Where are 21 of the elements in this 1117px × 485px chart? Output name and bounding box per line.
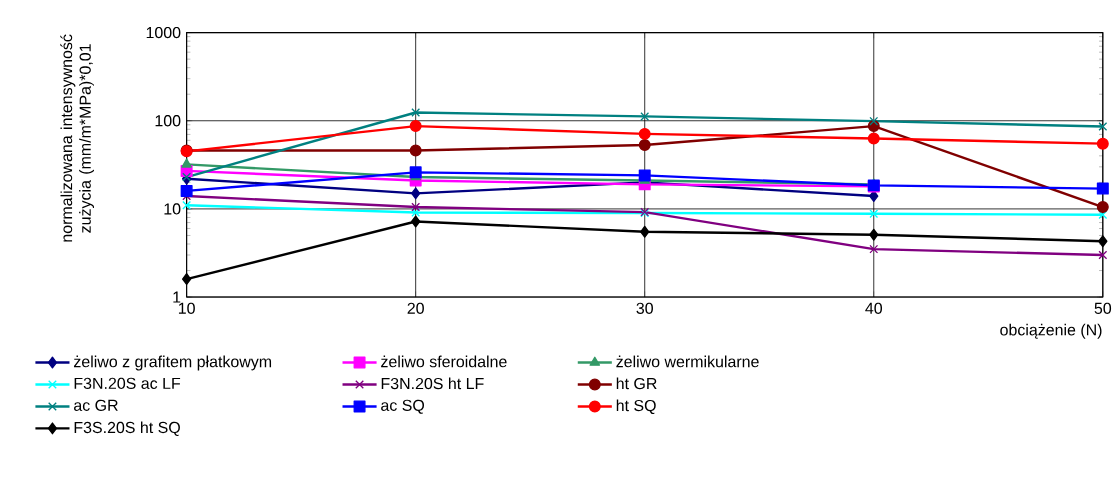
legend-label: ac SQ: [381, 399, 425, 414]
x-tick-label: 40: [865, 302, 883, 315]
x-axis-title: obciążenie (N): [1000, 323, 1102, 339]
legend-label: żeliwo z grafitem płatkowym: [74, 355, 272, 371]
x-tick-label: 20: [407, 302, 424, 315]
legend-label: żeliwo wermikularne: [616, 355, 759, 368]
y-tick-label: 1: [173, 291, 181, 303]
x-tick-label: 50: [1094, 302, 1112, 315]
legend-label: żeliwo sferoidalne: [381, 355, 507, 368]
legend-label: ht SQ: [616, 399, 656, 415]
y-axis-title: normalizowana intensywność zużycia (mm/m*MPa)*0,01: [60, 34, 95, 242]
y-tick-label: 100: [155, 115, 181, 127]
y-tick-label: 1000: [146, 27, 181, 39]
x-tick-label: 30: [636, 302, 653, 315]
y-tick-label: 10: [164, 203, 181, 215]
legend-label: F3N.20S ht LF: [381, 377, 484, 390]
x-tick-label: 10: [178, 302, 195, 315]
legend-label: ac GR: [74, 399, 118, 412]
legend-label: ht GR: [616, 377, 657, 390]
legend-label: F3S.20S ht SQ: [74, 421, 180, 437]
legend-label: F3N.20S ac LF: [74, 377, 181, 390]
